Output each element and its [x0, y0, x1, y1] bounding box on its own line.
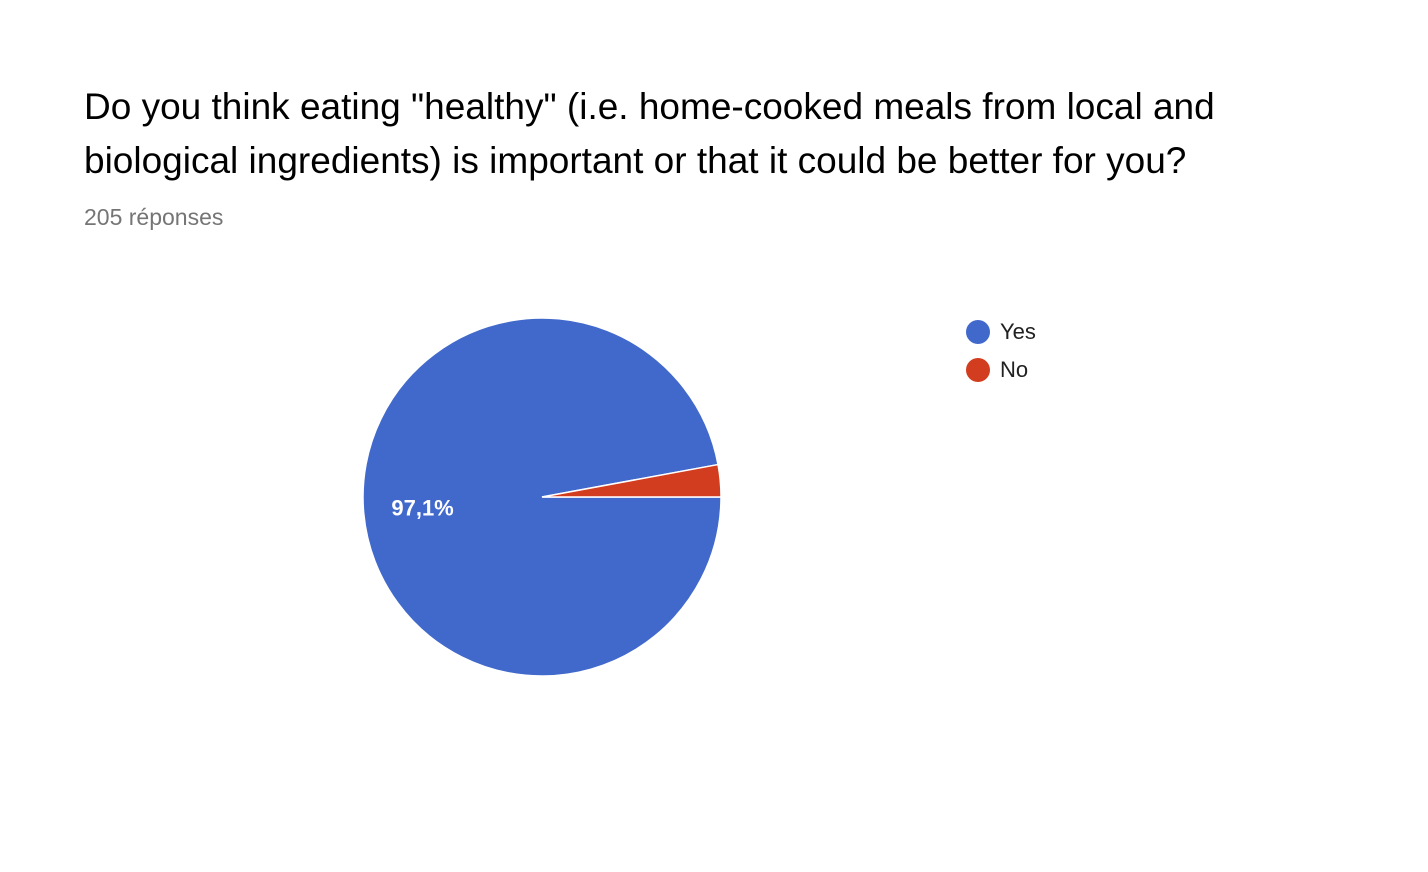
legend-label-no: No [1000, 357, 1029, 382]
question-title: Do you think eating "healthy" (i.e. home… [84, 86, 1215, 181]
pie-slice-no [541, 463, 722, 498]
chart-legend: Yes No [966, 313, 1036, 389]
legend-item-yes: Yes [966, 313, 1036, 351]
legend-label-yes: Yes [1000, 319, 1036, 344]
legend-swatch-yes [966, 320, 990, 344]
legend-swatch-no [966, 358, 990, 382]
legend-item-no: No [966, 351, 1036, 389]
response-count: 205 réponses [84, 204, 224, 230]
pie-slice-label-yes: 97,1% [391, 495, 453, 520]
